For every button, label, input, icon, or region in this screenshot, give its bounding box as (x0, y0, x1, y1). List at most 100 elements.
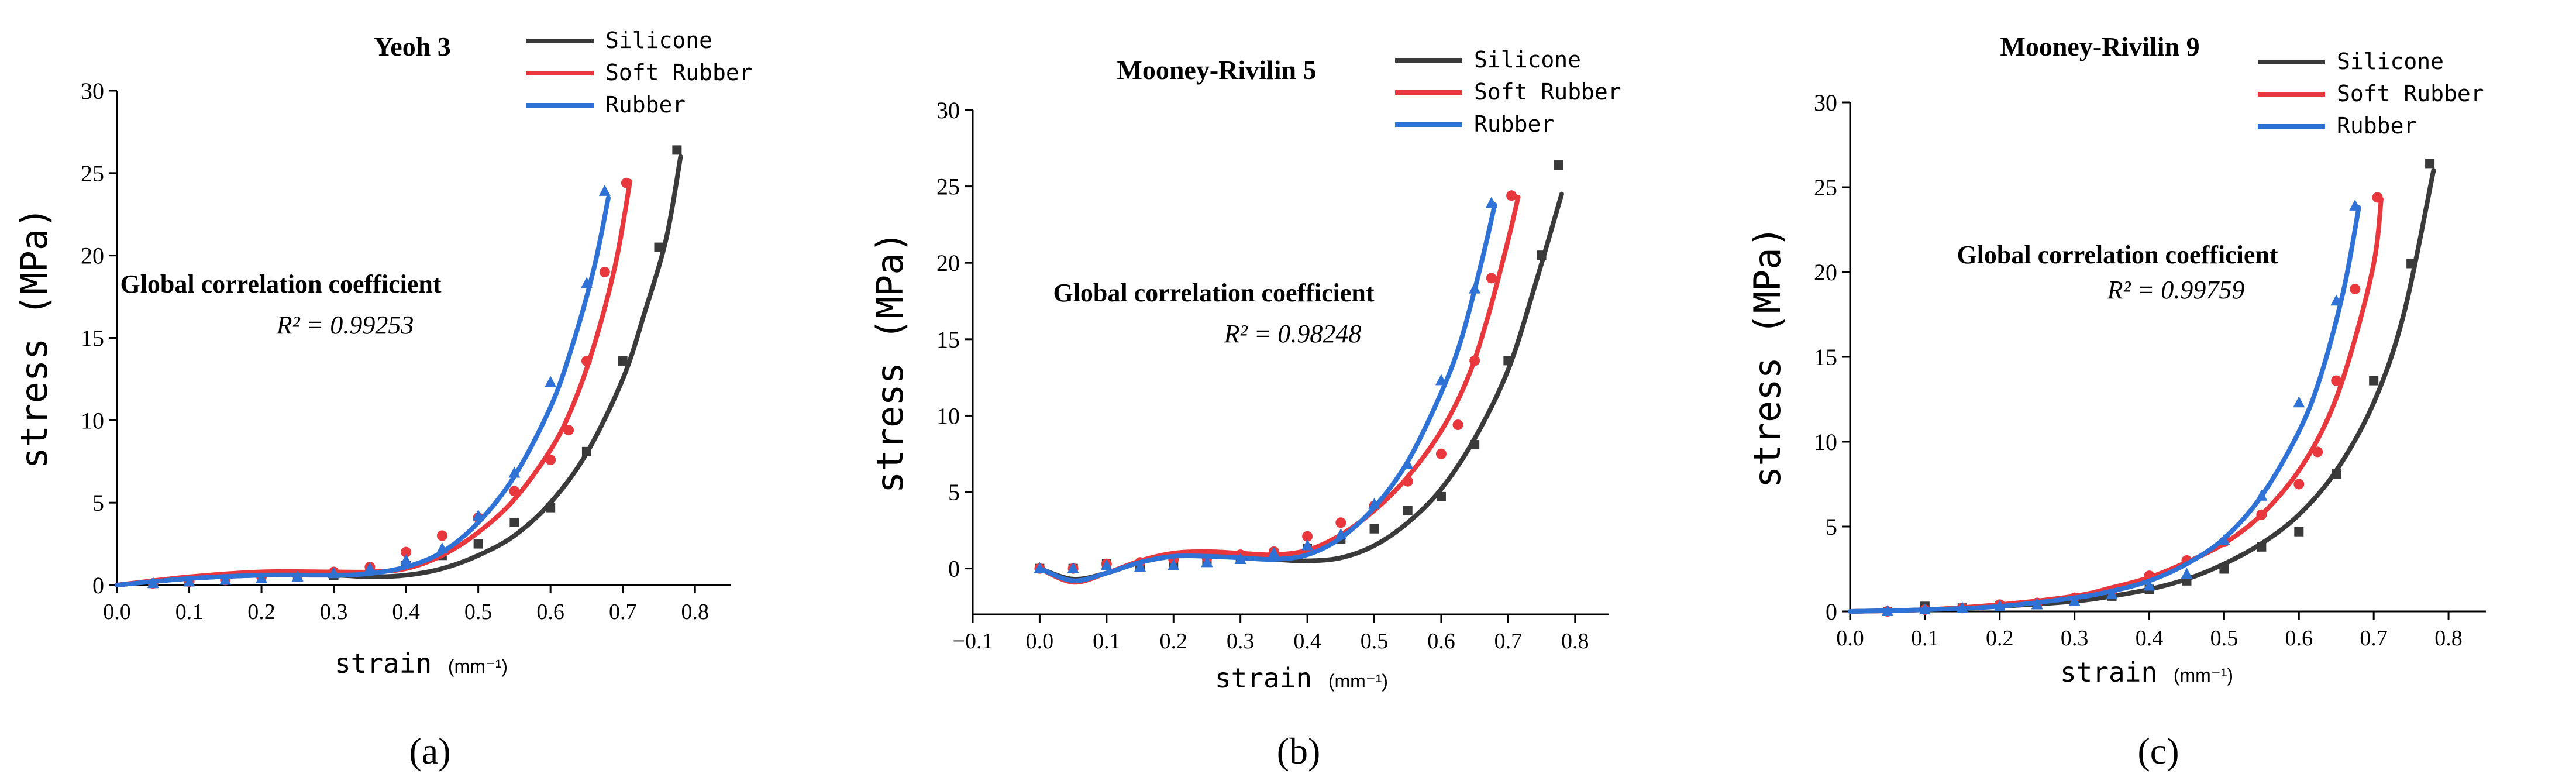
x-tick-label: 0.5 (1361, 629, 1389, 654)
data-point (1469, 355, 1480, 366)
x-tick-label: 0.8 (2434, 626, 2463, 651)
y-tick-label: 25 (81, 160, 104, 187)
chart-title: Mooney-Rivilin 9 (2000, 32, 2199, 61)
fit-curve (1037, 202, 1497, 583)
y-tick-label: 25 (936, 174, 960, 200)
annotation-r2: R² = 0.99253 (276, 311, 414, 339)
legend-label: Silicone (605, 27, 712, 53)
data-point (256, 572, 268, 583)
annotation-title: Global correlation coefficient (1957, 240, 2278, 269)
series-rubber (1034, 197, 1497, 583)
x-tick-label: 0.7 (1494, 629, 1523, 654)
panel-label: (a) (409, 730, 450, 772)
y-tick-label: 30 (1814, 90, 1837, 116)
panel-label: (c) (2137, 730, 2179, 772)
data-point (2294, 527, 2304, 537)
x-axis-label: strain (mm⁻¹) (1215, 662, 1388, 694)
data-point (1100, 559, 1113, 570)
x-axis-label-name: strain (335, 648, 448, 679)
data-point (581, 355, 592, 366)
data-point (1369, 524, 1379, 534)
x-tick-label: 0.1 (1093, 629, 1121, 654)
data-point (654, 242, 664, 252)
data-point (2255, 489, 2268, 501)
x-tick-label: 0.7 (609, 600, 637, 624)
data-point (1335, 517, 1346, 528)
data-point (1881, 605, 1893, 616)
data-point (2293, 396, 2305, 408)
data-point (472, 509, 484, 521)
data-point (546, 503, 556, 513)
annotation-title: Global correlation coefficient (120, 270, 441, 298)
chart-title: Yeoh 3 (374, 32, 451, 61)
chart-title: Mooney-Rivilin 5 (1117, 55, 1316, 85)
data-point (545, 454, 556, 465)
data-point (509, 486, 520, 497)
fit-curve (1037, 194, 1521, 585)
chart-panel-3: 0.0 0.1 0.2 0.3 0.4 0.5 0.6 0.7 0.8 0 5 10 15 20 25 30 M… (1746, 32, 2486, 772)
data-point (2372, 192, 2383, 203)
data-point (183, 575, 195, 587)
data-point (1067, 562, 1079, 573)
y-tick-label: 15 (81, 325, 104, 352)
x-axis-label-name: strain (2060, 656, 2174, 688)
x-tick-label: 0.0 (103, 600, 131, 624)
fit-curve (115, 195, 611, 587)
y-tick-label: 20 (81, 243, 104, 269)
data-point (291, 570, 304, 582)
data-point (580, 277, 593, 288)
series-silicone (1848, 159, 2436, 616)
x-tick-label: 0.7 (2360, 626, 2388, 651)
data-point (2425, 159, 2435, 169)
x-tick-label: 0.5 (2210, 626, 2238, 651)
y-tick-label: 30 (81, 78, 104, 104)
data-point (473, 539, 483, 549)
data-point (1554, 160, 1563, 170)
data-point (436, 542, 448, 554)
data-point (2257, 542, 2267, 552)
data-point (1470, 440, 1480, 450)
y-tick-label: 15 (1814, 344, 1837, 370)
data-point (1201, 556, 1213, 568)
x-tick-label: 0.8 (1561, 629, 1589, 654)
data-point (1368, 497, 1380, 509)
y-tick-label: 30 (936, 97, 960, 123)
x-tick-label: 0.3 (320, 600, 348, 624)
data-point (2106, 588, 2118, 599)
x-axis-label: strain (mm⁻¹) (2060, 656, 2233, 688)
x-tick-label: 0.4 (392, 600, 420, 624)
data-point (2181, 568, 2193, 579)
data-point (1335, 528, 1347, 540)
data-point (1436, 491, 1446, 501)
chart-panel-1: 0.0 0.1 0.2 0.3 0.4 0.5 0.6 0.7 0.8 0 5 10 15 20 25 30 Y… (13, 27, 753, 772)
legend-label: Soft Rubber (2337, 81, 2484, 106)
annotation-title: Global correlation coefficient (1053, 278, 1374, 307)
data-point (2312, 446, 2323, 458)
legend: Silicone Soft Rubber Rubber (2258, 49, 2484, 139)
y-tick-label: 20 (1814, 259, 1837, 286)
x-tick-label: 0.8 (681, 600, 709, 624)
y-tick-label: 10 (936, 403, 960, 429)
x-tick-label: 0.6 (2285, 626, 2313, 651)
data-point (1919, 603, 1931, 615)
series-rubber (1848, 199, 2361, 616)
y-tick-label: 0 (1826, 599, 1837, 625)
data-point (2068, 594, 2081, 606)
data-point (1537, 250, 1547, 260)
y-tick-label: 5 (948, 479, 960, 506)
data-point (1486, 273, 1497, 284)
x-tick-label: 0.2 (1160, 629, 1188, 654)
annotation-r2: R² = 0.99759 (2107, 276, 2245, 304)
x-tick-label: −0.1 (953, 629, 993, 654)
y-tick-label: 10 (1814, 429, 1837, 455)
data-point (1469, 282, 1481, 294)
data-point (1401, 458, 1414, 470)
series-silicone (1035, 160, 1564, 582)
data-point (598, 184, 611, 196)
data-point (401, 546, 412, 558)
legend-label: Silicone (1474, 47, 1581, 73)
y-axis-label: stress (MPa) (13, 207, 56, 469)
data-point (1452, 419, 1463, 431)
y-tick-label: 25 (1814, 174, 1837, 201)
